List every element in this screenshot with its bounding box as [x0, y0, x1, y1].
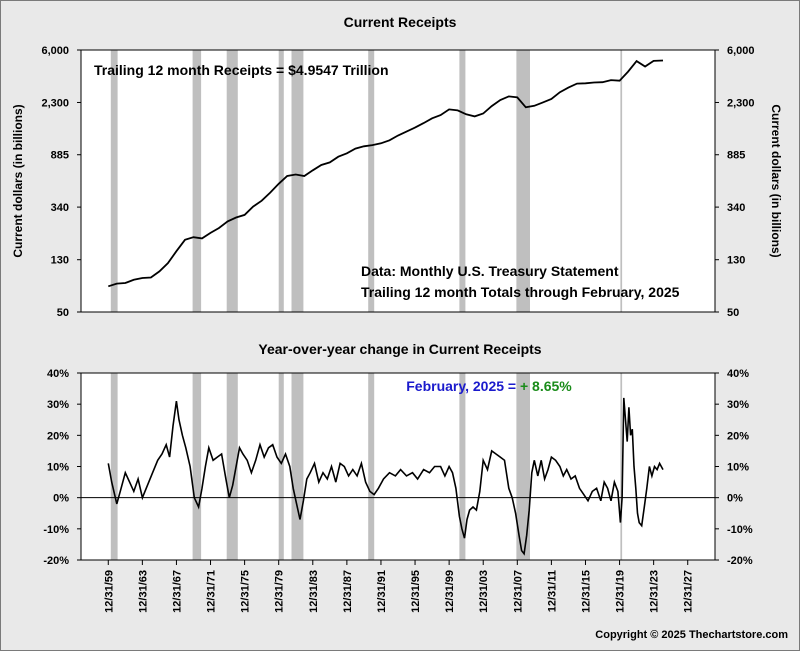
recession-band	[620, 50, 623, 312]
recession-band	[226, 373, 238, 560]
bottom-y-axis: 40% 40% 30% 30% 20% 20% 10% 10% 0% 0% -10% -10% -20%…	[43, 368, 753, 567]
recession-band	[368, 50, 375, 312]
top-plot-border	[80, 49, 716, 313]
bottom-plot-border	[80, 372, 716, 561]
data-source-line1: Data: Monthly U.S. Treasury Statement	[361, 263, 619, 279]
data-source-line2: Trailing 12 month Totals through Februar…	[361, 284, 680, 300]
top-ytick-label-right: 340	[727, 202, 745, 214]
recession-band	[368, 373, 375, 560]
recession-band	[192, 373, 202, 560]
recession-band	[459, 50, 466, 312]
top-ytick-label-right: 2,300	[727, 97, 755, 109]
bottom-ytick-label-right: 30%	[727, 399, 749, 411]
bottom-ytick-label-left: -10%	[43, 524, 69, 536]
yoy-annotation: February, 2025 = + 8.65%	[406, 378, 572, 394]
top-ytick-label-left: 6,000	[41, 45, 69, 57]
top-ytick-label-left: 50	[57, 307, 69, 319]
bottom-ytick-label-left: 10%	[47, 462, 69, 474]
bottom-ytick-label-right: 10%	[727, 462, 749, 474]
xtick-label: 12/31/27	[683, 570, 695, 613]
xtick-label: 12/31/15	[580, 570, 592, 613]
xtick-label: 12/31/79	[274, 570, 286, 613]
xtick-label: 12/31/95	[410, 570, 422, 613]
bottom-recession-bands	[110, 373, 623, 560]
copyright: Copyright © 2025 Thechartstore.com	[595, 629, 788, 641]
bottom-ytick-label-left: 0%	[53, 493, 69, 505]
xtick-label: 12/31/03	[478, 570, 490, 613]
recession-band	[516, 50, 530, 312]
recession-band	[278, 373, 284, 560]
bottom-ytick-label-right: -10%	[727, 524, 753, 536]
xtick-label: 12/31/59	[103, 570, 115, 613]
xtick-label: 12/31/87	[342, 570, 354, 613]
bottom-ytick-label-right: -20%	[727, 555, 753, 567]
bottom-ytick-label-left: 20%	[47, 430, 69, 442]
yoy-change-line	[107, 397, 664, 556]
top-plot-area	[81, 50, 715, 312]
top-y-axis: 6,000 6,000 2,300 2,300 885 885 340 340 130 130 50…	[41, 45, 754, 319]
top-ytick-label-right: 6,000	[727, 45, 755, 57]
recession-band	[291, 50, 304, 312]
bottom-ytick-label-right: 40%	[727, 368, 749, 380]
top-ytick-label-left: 885	[51, 150, 69, 162]
xtick-label: 12/31/71	[206, 570, 218, 613]
top-y-label-right: Current dollars (in billions)	[769, 104, 783, 257]
bottom-chart-title: Year-over-year change in Current Receipt…	[258, 341, 541, 357]
yoy-annotation-label: February, 2025 =	[406, 378, 520, 394]
xtick-label: 12/31/63	[137, 570, 149, 613]
trailing-receipts-annotation: Trailing 12 month Receipts = $4.9547 Tri…	[94, 62, 389, 78]
xtick-label: 12/31/91	[376, 570, 388, 613]
bottom-ytick-label-right: 20%	[727, 430, 749, 442]
bottom-ytick-label-left: 40%	[47, 368, 69, 380]
xtick-label: 12/31/67	[171, 570, 183, 613]
bottom-ytick-label-left: 30%	[47, 399, 69, 411]
receipts-line	[108, 59, 664, 288]
recession-band	[226, 50, 238, 312]
xtick-label: 12/31/83	[308, 570, 320, 613]
xtick-label: 12/31/99	[444, 570, 456, 613]
recession-band	[110, 50, 118, 312]
top-ytick-label-left: 340	[51, 202, 69, 214]
recession-band	[620, 373, 623, 560]
recession-band	[291, 373, 304, 560]
x-axis: 12/31/59 12/31/63 12/31/67 12/31/71 12/31/75…	[103, 560, 695, 613]
top-chart-title: Current Receipts	[344, 14, 457, 30]
top-y-label-left: Current dollars (in billions)	[11, 104, 25, 257]
top-ytick-label-right: 885	[727, 150, 745, 162]
bottom-plot-area	[81, 373, 715, 560]
xtick-label: 12/31/23	[649, 570, 661, 613]
xtick-label: 12/31/75	[240, 570, 252, 613]
top-ytick-label-left: 2,300	[41, 97, 69, 109]
xtick-label: 12/31/07	[512, 570, 524, 613]
top-ytick-label-left: 130	[51, 255, 69, 267]
bottom-ytick-label-left: -20%	[43, 555, 69, 567]
top-ytick-label-right: 130	[727, 255, 745, 267]
top-ytick-label-right: 50	[727, 307, 739, 319]
recession-band	[459, 373, 466, 560]
recession-band	[192, 50, 202, 312]
xtick-label: 12/31/19	[615, 570, 627, 613]
yoy-annotation-value: + 8.65%	[520, 378, 572, 394]
recession-band	[516, 373, 530, 560]
bottom-ytick-label-right: 0%	[727, 493, 743, 505]
xtick-label: 12/31/11	[546, 570, 558, 612]
recession-band	[110, 373, 118, 560]
